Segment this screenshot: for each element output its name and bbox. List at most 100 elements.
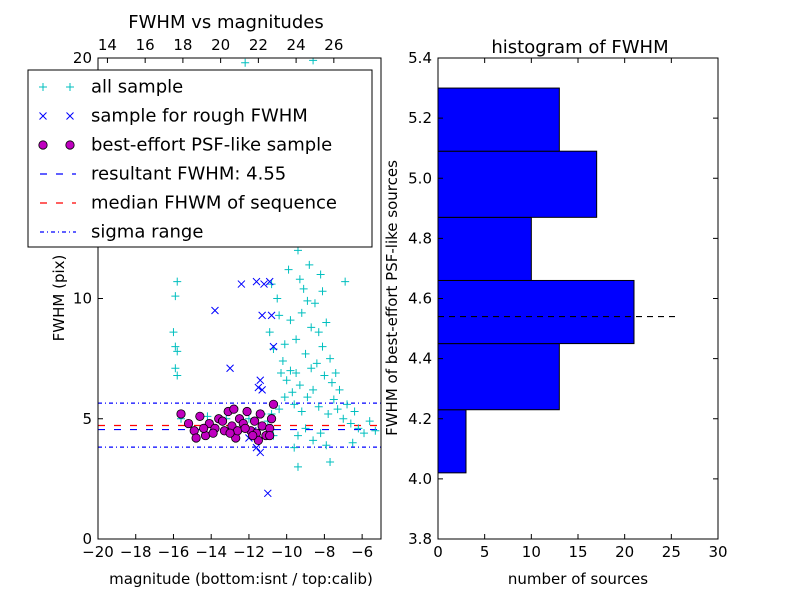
scatter-point <box>217 416 228 426</box>
scatter-point <box>173 277 182 286</box>
x-tick-label: −18 <box>120 543 152 561</box>
scatter-point <box>350 407 359 416</box>
scatter-point <box>258 386 266 394</box>
x-tick-label: 15 <box>568 543 587 561</box>
scatter-point <box>241 58 250 67</box>
scatter-point <box>275 311 284 320</box>
x-tick-label: 20 <box>615 543 634 561</box>
scatter-point <box>301 349 310 358</box>
scatter-point <box>335 385 344 394</box>
scatter-point <box>286 316 295 325</box>
scatter-point <box>273 294 282 303</box>
legend-label: all sample <box>91 77 183 98</box>
legend-marker <box>39 112 47 120</box>
histogram-panel: histogram of FWHM 0 5 10 15 20 25 30 3.8 4.0 4.2 4… <box>383 37 728 588</box>
scatter-point <box>290 400 299 409</box>
scatter-point <box>277 369 286 378</box>
histogram-bar <box>437 150 598 218</box>
scatter-point <box>248 430 258 441</box>
scatter-point <box>316 429 325 438</box>
scatter-point <box>310 299 319 308</box>
scatter-point <box>263 489 272 498</box>
scatter-point <box>329 395 338 404</box>
scatter-point <box>312 359 321 368</box>
scatter-point <box>191 433 201 443</box>
scatter-point <box>255 409 265 419</box>
scatter-point <box>280 340 289 349</box>
scatter-point <box>307 364 316 373</box>
top-x-tick-label: 24 <box>287 36 306 54</box>
scatter-point <box>303 296 312 305</box>
scatter-point <box>324 409 333 418</box>
histogram-bar <box>437 279 635 345</box>
scatter-point <box>295 381 304 390</box>
scatter-point <box>320 371 329 380</box>
legend-marker <box>65 140 75 150</box>
scatter-point <box>293 431 302 440</box>
x-tick-label: 10 <box>522 543 541 561</box>
top-x-tick-label: 22 <box>249 36 268 54</box>
scatter-point <box>229 404 239 414</box>
scatter-point <box>293 246 302 255</box>
scatter-point <box>278 357 287 366</box>
scatter-point <box>365 417 374 426</box>
scatter-point <box>297 407 306 416</box>
legend-label: best-effort PSF-like sample <box>91 135 332 156</box>
scatter-point <box>301 424 310 433</box>
scatter-point <box>348 438 357 447</box>
histogram-title: histogram of FWHM <box>491 37 668 58</box>
x-tick-label: −10 <box>271 543 303 561</box>
scatter-point <box>252 443 261 452</box>
y-tick-label: 5.2 <box>408 109 432 127</box>
scatter-point <box>341 277 350 286</box>
scatter-point <box>254 383 263 392</box>
scatter-legend: all sample sample for rough FWHM best-effo… <box>27 69 373 248</box>
scatter-point <box>265 277 274 286</box>
scatter-point <box>333 405 342 414</box>
scatter-point <box>280 393 289 402</box>
scatter-point <box>199 423 209 433</box>
scatter-point <box>295 275 304 284</box>
top-x-tick-label: 26 <box>324 36 343 54</box>
scatter-point <box>258 311 266 320</box>
scatter-point <box>309 436 318 445</box>
scatter-point <box>242 406 252 417</box>
scatter-point <box>171 364 180 373</box>
scatter-point <box>265 328 274 337</box>
histogram-x-axis-label: number of sources <box>508 570 648 588</box>
x-tick-label: 0 <box>433 543 443 561</box>
scatter-point <box>203 412 212 421</box>
scatter-point <box>309 385 318 394</box>
scatter-point <box>256 376 265 385</box>
scatter-point <box>268 399 279 409</box>
scatter-point <box>237 280 246 288</box>
scatter-point <box>275 405 284 414</box>
scatter-point <box>322 441 331 450</box>
scatter-point <box>240 423 250 433</box>
legend-label: sigma range <box>91 222 203 243</box>
scatter-point <box>339 414 348 423</box>
scatter-point <box>269 342 278 351</box>
y-tick-label: 5 <box>82 410 92 428</box>
x-tick-label: −14 <box>195 543 227 561</box>
scatter-point <box>293 462 302 471</box>
x-tick-label: 30 <box>708 543 727 561</box>
histogram-ticks: 0 5 10 15 20 25 30 3.8 4.0 4.2 4.4 4.6 4.8 5.0 5.2 5.4 <box>408 49 727 561</box>
legend-label: resultant FWHM: 4.55 <box>91 164 286 185</box>
scatter-point <box>208 428 218 438</box>
scatter-point <box>173 371 182 380</box>
scatter-x-axis-label: magnitude (bottom:isnt / top:calib) <box>109 570 373 588</box>
scatter-y-axis-label: FWHM (pix) <box>50 255 68 342</box>
y-tick-label: 4.2 <box>408 410 432 428</box>
y-tick-label: 4.6 <box>408 290 432 308</box>
x-tick-label: −8 <box>313 543 335 561</box>
scatter-point <box>307 323 316 332</box>
x-tick-label: 25 <box>662 543 681 561</box>
legend-label: median FHWM of sequence <box>91 193 337 214</box>
top-x-tick-label: 14 <box>98 36 117 54</box>
scatter-point <box>326 458 335 467</box>
scatter-point <box>343 400 352 409</box>
y-tick-label: 0 <box>82 530 92 548</box>
scatter-point <box>314 402 323 411</box>
histogram-bar <box>437 87 560 152</box>
